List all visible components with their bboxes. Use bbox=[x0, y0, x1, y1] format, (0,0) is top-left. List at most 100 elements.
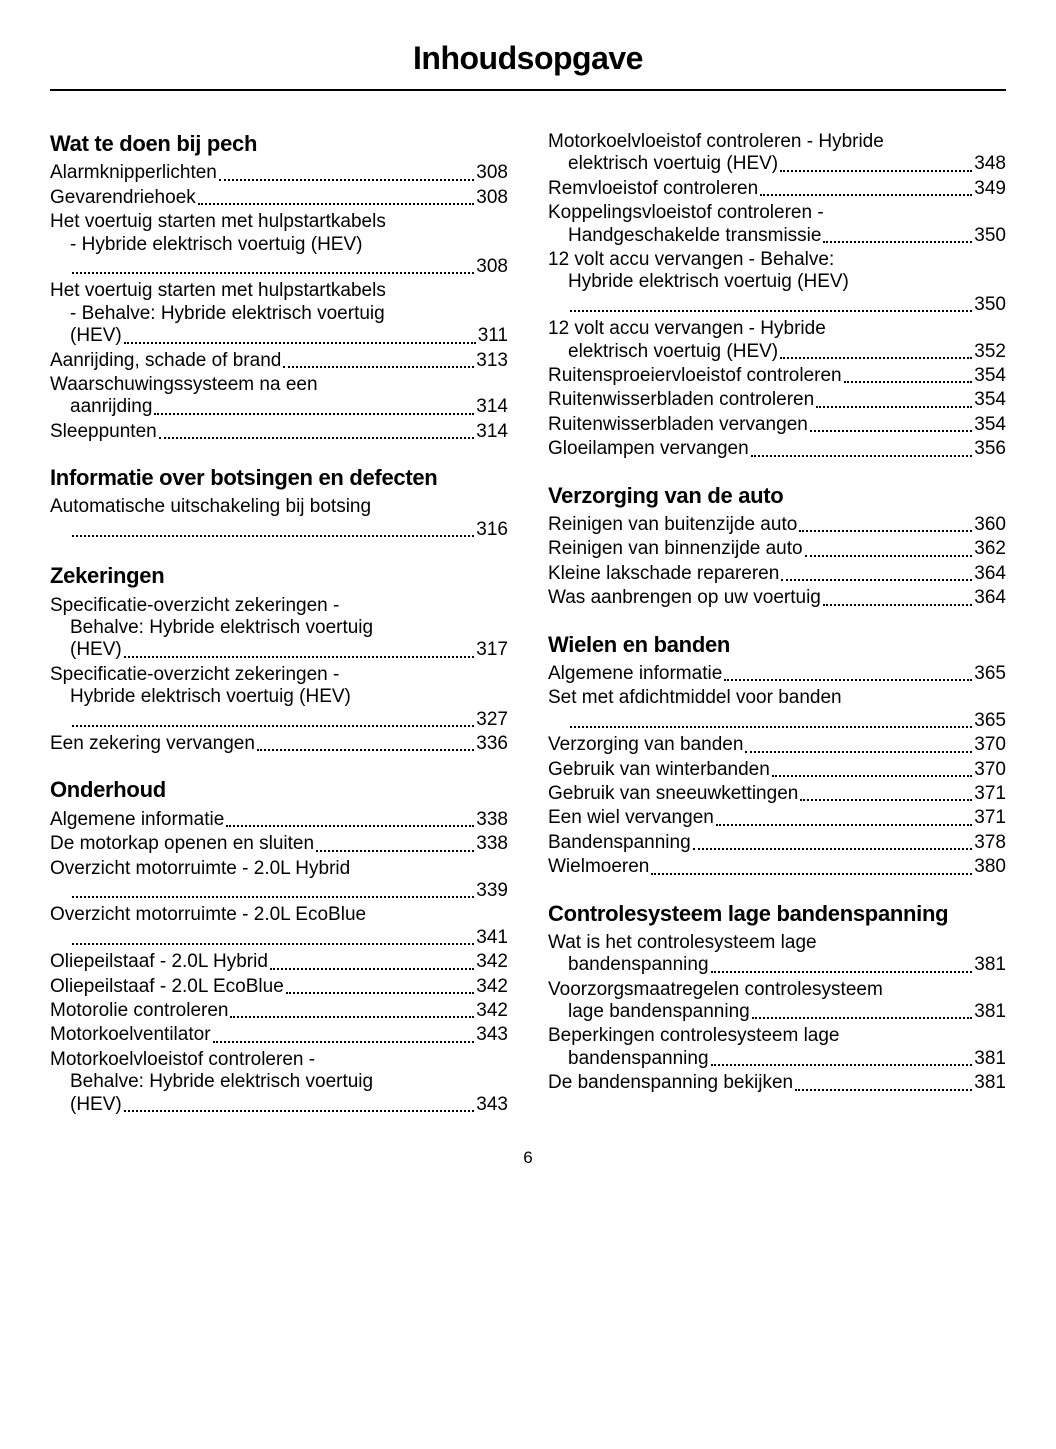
toc-label-line1: Overzicht motorruimte - 2.0L Hybrid bbox=[50, 858, 508, 880]
toc-entry: (HEV)311 bbox=[50, 325, 508, 347]
toc-label-line1: Wat is het controlesysteem lage bbox=[548, 932, 1006, 954]
toc-label: Gloeilampen vervangen bbox=[548, 438, 749, 460]
toc-entry: Kleine lakschade repareren364 bbox=[548, 563, 1006, 585]
toc-label: Gebruik van winterbanden bbox=[548, 759, 770, 781]
toc-label: Oliepeilstaaf - 2.0L EcoBlue bbox=[50, 976, 284, 998]
toc-entry: (HEV) 343 bbox=[50, 1094, 508, 1116]
toc-leader bbox=[844, 381, 973, 383]
toc-leader bbox=[772, 775, 972, 777]
toc-label-line1: Voorzorgsmaatregelen controlesysteem bbox=[548, 979, 1006, 1001]
toc-entry: Ruitenwisserbladen vervangen 354 bbox=[548, 414, 1006, 436]
toc-entry: Verzorging van banden 370 bbox=[548, 734, 1006, 756]
section-heading: Zekeringen bbox=[50, 563, 508, 588]
toc-label: Sleeppunten bbox=[50, 421, 157, 443]
toc-label: Algemene informatie bbox=[548, 663, 722, 685]
section-heading: Wielen en banden bbox=[548, 632, 1006, 657]
toc-page: 350 bbox=[974, 225, 1006, 247]
toc-leader bbox=[570, 310, 972, 312]
toc-page: 378 bbox=[974, 832, 1006, 854]
toc-entry: aanrijding314 bbox=[50, 396, 508, 418]
toc-label: Gevarendriehoek bbox=[50, 187, 196, 209]
toc-page: 343 bbox=[476, 1094, 508, 1116]
toc-page: 371 bbox=[974, 807, 1006, 829]
toc-leader bbox=[745, 751, 972, 753]
toc-leader bbox=[711, 1064, 973, 1066]
toc-leader bbox=[693, 848, 973, 850]
toc-page: 365 bbox=[974, 710, 1006, 732]
toc-entry: elektrisch voertuig (HEV) 352 bbox=[548, 341, 1006, 363]
toc-leader bbox=[805, 555, 973, 557]
toc-label: Ruitenwisserbladen vervangen bbox=[548, 414, 808, 436]
toc-label: Algemene informatie bbox=[50, 809, 224, 831]
toc-leader bbox=[570, 726, 972, 728]
toc-leader bbox=[124, 1110, 475, 1112]
toc-label: Ruitensproeiervloeistof controleren bbox=[548, 365, 842, 387]
toc-entry: Gloeilampen vervangen 356 bbox=[548, 438, 1006, 460]
toc-page: 350 bbox=[974, 294, 1006, 316]
toc-leader bbox=[154, 413, 474, 415]
toc-leader bbox=[751, 455, 973, 457]
toc-leader bbox=[257, 749, 474, 751]
toc-entry: 365 bbox=[548, 710, 1006, 732]
toc-page: 356 bbox=[974, 438, 1006, 460]
toc-entry: 327 bbox=[50, 709, 508, 731]
toc-label: Verzorging van banden bbox=[548, 734, 743, 756]
toc-leader bbox=[226, 825, 474, 827]
toc-entry: Remvloeistof controleren349 bbox=[548, 178, 1006, 200]
toc-label-line2: - Behalve: Hybride elektrisch voertuig bbox=[50, 303, 508, 325]
toc-page: 380 bbox=[974, 856, 1006, 878]
toc-entry: 339 bbox=[50, 880, 508, 902]
toc-label: (HEV) bbox=[70, 325, 122, 347]
toc-page: 381 bbox=[974, 954, 1006, 976]
toc-leader bbox=[72, 896, 474, 898]
toc-leader bbox=[219, 179, 474, 181]
toc-label: Een wiel vervangen bbox=[548, 807, 714, 829]
toc-entry: 308 bbox=[50, 256, 508, 278]
toc-entry: Ruitensproeiervloeistof controleren 354 bbox=[548, 365, 1006, 387]
toc-page: 364 bbox=[974, 587, 1006, 609]
toc-leader bbox=[72, 725, 474, 727]
toc-entry: De bandenspanning bekijken381 bbox=[548, 1072, 1006, 1094]
toc-label-line1: Beperkingen controlesysteem lage bbox=[548, 1025, 1006, 1047]
toc-label-line1: Het voertuig starten met hulpstartkabels bbox=[50, 211, 508, 233]
toc-leader bbox=[823, 241, 972, 243]
toc-leader bbox=[711, 971, 973, 973]
toc-leader bbox=[716, 824, 972, 826]
toc-page: 314 bbox=[476, 421, 508, 443]
toc-page: 342 bbox=[476, 1000, 508, 1022]
toc-leader bbox=[286, 992, 475, 994]
toc-label-line1: Specificatie-overzicht zekeringen - bbox=[50, 664, 508, 686]
toc-entry: Bandenspanning378 bbox=[548, 832, 1006, 854]
toc-label-line1: 12 volt accu vervangen - Behalve: bbox=[548, 249, 1006, 271]
toc-entry: Wielmoeren 380 bbox=[548, 856, 1006, 878]
toc-label: Reinigen van buitenzijde auto bbox=[548, 514, 797, 536]
toc-leader bbox=[72, 272, 474, 274]
toc-label: Remvloeistof controleren bbox=[548, 178, 758, 200]
toc-leader bbox=[159, 437, 475, 439]
toc-page: 370 bbox=[974, 734, 1006, 756]
toc-leader bbox=[800, 799, 972, 801]
page-number: 6 bbox=[50, 1148, 1006, 1168]
toc-leader bbox=[124, 656, 475, 658]
toc-label: Motorolie controleren bbox=[50, 1000, 228, 1022]
toc-label: Oliepeilstaaf - 2.0L Hybrid bbox=[50, 951, 268, 973]
toc-entry: 350 bbox=[548, 294, 1006, 316]
toc-label: elektrisch voertuig (HEV) bbox=[568, 341, 778, 363]
toc-label: Wielmoeren bbox=[548, 856, 649, 878]
toc-entry: bandenspanning381 bbox=[548, 1048, 1006, 1070]
toc-entry: (HEV)317 bbox=[50, 639, 508, 661]
toc-leader bbox=[780, 357, 972, 359]
toc-page: 365 bbox=[974, 663, 1006, 685]
toc-label: (HEV) bbox=[70, 1094, 122, 1116]
toc-page: 354 bbox=[974, 365, 1006, 387]
toc-leader bbox=[283, 366, 474, 368]
toc-page: 364 bbox=[974, 563, 1006, 585]
toc-label-line1: Automatische uitschakeling bij botsing bbox=[50, 496, 508, 518]
toc-page: 354 bbox=[974, 414, 1006, 436]
toc-leader bbox=[72, 943, 474, 945]
toc-page: 360 bbox=[974, 514, 1006, 536]
toc-page: 352 bbox=[974, 341, 1006, 363]
toc-page: 339 bbox=[476, 880, 508, 902]
toc-label: aanrijding bbox=[70, 396, 152, 418]
toc-leader bbox=[213, 1041, 475, 1043]
